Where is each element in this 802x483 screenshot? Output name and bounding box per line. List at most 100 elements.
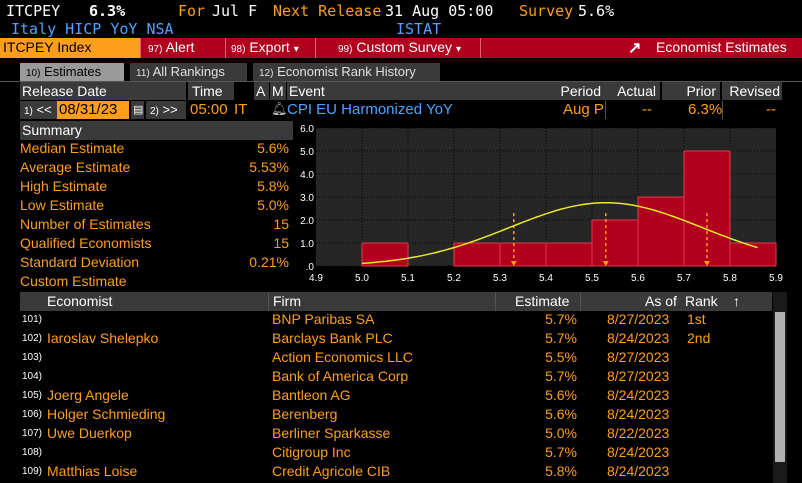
table-row[interactable]: 106) Holger Schmieding Berenberg 5.6% 8/24/2… <box>20 406 772 425</box>
firm-name[interactable]: Bantleon AG <box>272 387 351 403</box>
col-estimate[interactable]: Estimate <box>515 293 570 309</box>
ticker: ITCPEY <box>6 2 61 20</box>
as-of-date: 8/24/2023 <box>607 387 670 403</box>
calendar-icon[interactable]: ▤ <box>131 101 144 119</box>
economist-name[interactable]: Matthias Loise <box>47 463 138 479</box>
for-value: Jul F <box>212 2 258 20</box>
for-label: For <box>178 2 206 20</box>
firm-name[interactable]: Credit Agricole CIB <box>272 463 391 479</box>
col-actual: Actual <box>607 82 660 100</box>
as-of-date: 8/27/2023 <box>607 311 670 327</box>
table-row[interactable]: 109) Matthias Loise Credit Agricole CIB 5.8… <box>20 463 772 482</box>
firm-name[interactable]: Citigroup Inc <box>272 444 351 460</box>
table-row[interactable]: 107) Uwe Duerkop Berliner Sparkasse 5.0% 8/2… <box>20 425 772 444</box>
release-revised: -- <box>766 101 776 118</box>
toolbar-divider <box>225 38 226 58</box>
table-row[interactable]: 104) Bank of America Corp 5.7% 8/27/2023 <box>20 368 772 387</box>
custom-survey-button[interactable]: 99) Custom Survey ▾ <box>338 39 461 55</box>
tab-label: All Rankings <box>152 64 225 79</box>
prev-release-button[interactable]: 1) << <box>20 101 57 119</box>
alert-num: 97) <box>148 44 163 55</box>
estimate-value: 5.5% <box>545 349 577 365</box>
table-row[interactable]: 103) Action Economics LLC 5.5% 8/27/2023 <box>20 349 772 368</box>
as-of-date: 8/24/2023 <box>607 444 670 460</box>
as-of-date: 8/27/2023 <box>607 368 670 384</box>
x-tick-label: 5.4 <box>539 273 553 284</box>
table-row[interactable]: 108) Citigroup Inc 5.7% 8/24/2023 <box>20 444 772 463</box>
col-rank[interactable]: Rank <box>685 293 718 309</box>
economist-name[interactable]: Holger Schmieding <box>47 406 166 422</box>
col-as-of[interactable]: As of <box>645 293 677 309</box>
tab-estimates[interactable]: 10) Estimates <box>20 63 124 81</box>
col-revised: Revised <box>722 82 782 100</box>
index-button[interactable]: ITCPEY Index <box>0 38 140 58</box>
alert-button[interactable]: 97) Alert <box>148 39 194 55</box>
current-value: 6.3% <box>89 2 126 20</box>
firm-name[interactable]: Bank of America Corp <box>272 368 409 384</box>
rank-value: 1st <box>687 311 706 327</box>
x-tick-label: 5.5 <box>585 273 599 284</box>
firm-name[interactable]: Berenberg <box>272 406 338 422</box>
col-firm[interactable]: Firm <box>273 293 301 309</box>
summary-label: Number of Estimates <box>20 216 151 232</box>
firm-name[interactable]: Barclays Bank PLC <box>272 330 393 346</box>
firm-name[interactable]: Action Economics LLC <box>272 349 413 365</box>
as-of-date: 8/27/2023 <box>607 349 670 365</box>
estimate-value: 5.8% <box>545 463 577 479</box>
sort-ascending-icon[interactable]: ↑ <box>733 293 740 309</box>
bell-icon[interactable]: 🔔︎ <box>271 101 288 116</box>
summary-value: 5.0% <box>257 197 289 213</box>
row-number: 103) <box>22 352 43 363</box>
scrollbar-thumb[interactable] <box>775 312 785 462</box>
histogram-bar <box>453 242 501 267</box>
summary-value: 5.53% <box>249 159 289 175</box>
toolbar-divider <box>315 38 316 58</box>
tab-economist-rank-history[interactable]: 12) Economist Rank History <box>253 63 440 81</box>
marker-arrowhead <box>704 261 710 266</box>
col-m: M <box>270 82 286 100</box>
row-number: 108) <box>22 447 43 458</box>
col-a: A <box>254 82 269 100</box>
external-link-icon[interactable]: ↗ <box>628 40 642 57</box>
next-release-button[interactable]: 2) >> <box>146 101 186 119</box>
export-button[interactable]: 98) Export ▾ <box>231 39 299 55</box>
tab-num: 12) <box>259 68 274 79</box>
table-row[interactable]: 102) Iaroslav Shelepko Barclays Bank PLC 5.… <box>20 330 772 349</box>
summary-label: Low Estimate <box>20 197 105 213</box>
chevron-down-icon: ▾ <box>455 44 461 55</box>
table-row[interactable]: 101) BNP Paribas SA 5.7% 8/27/2023 1st <box>20 311 772 330</box>
summary-row[interactable]: Custom Estimate <box>20 273 293 292</box>
col-release-date: Release Date <box>20 82 186 100</box>
estimate-value: 5.7% <box>545 311 577 327</box>
release-time: 05:00 <box>190 101 228 118</box>
col-period: Period <box>540 82 605 100</box>
col-economist[interactable]: Economist <box>47 293 113 309</box>
event-name[interactable]: CPI EU Harmonized YoY <box>287 101 453 118</box>
summary-row: High Estimate 5.8% <box>20 178 293 197</box>
y-tick-label: 1.0 <box>300 239 314 250</box>
table-row[interactable]: 105) Joerg Angele Bantleon AG 5.6% 8/24/2023 <box>20 387 772 406</box>
marker-arrowhead <box>602 261 609 266</box>
summary-label: Median Estimate <box>20 140 125 156</box>
security-description: Italy HICP YoY NSA <box>11 20 174 38</box>
firm-name[interactable]: Berliner Sparkasse <box>272 425 391 441</box>
tab-all-rankings[interactable]: 11) All Rankings <box>130 63 247 81</box>
y-tick-label: 5.0 <box>300 147 314 158</box>
firm-name[interactable]: BNP Paribas SA <box>272 311 375 327</box>
release-prior: 6.3% <box>688 101 723 118</box>
col-prior: Prior <box>662 82 720 100</box>
economist-name[interactable]: Uwe Duerkop <box>47 425 132 441</box>
x-tick-label: 5.2 <box>447 273 461 284</box>
x-tick-label: 4.9 <box>309 273 323 284</box>
export-label: Export <box>249 39 290 55</box>
economist-estimates-title: Economist Estimates <box>656 39 787 55</box>
estimate-value: 5.7% <box>545 444 577 460</box>
col-divider <box>580 292 581 311</box>
economist-name[interactable]: Joerg Angele <box>47 387 129 403</box>
release-date-input[interactable]: 08/31/23 <box>57 101 129 119</box>
next-release-value: 31 Aug 05:00 <box>385 2 494 20</box>
economist-name[interactable]: Iaroslav Shelepko <box>47 330 159 346</box>
tab-num: 10) <box>26 68 41 79</box>
row-number: 102) <box>22 333 43 344</box>
release-actual: -- <box>642 101 652 118</box>
